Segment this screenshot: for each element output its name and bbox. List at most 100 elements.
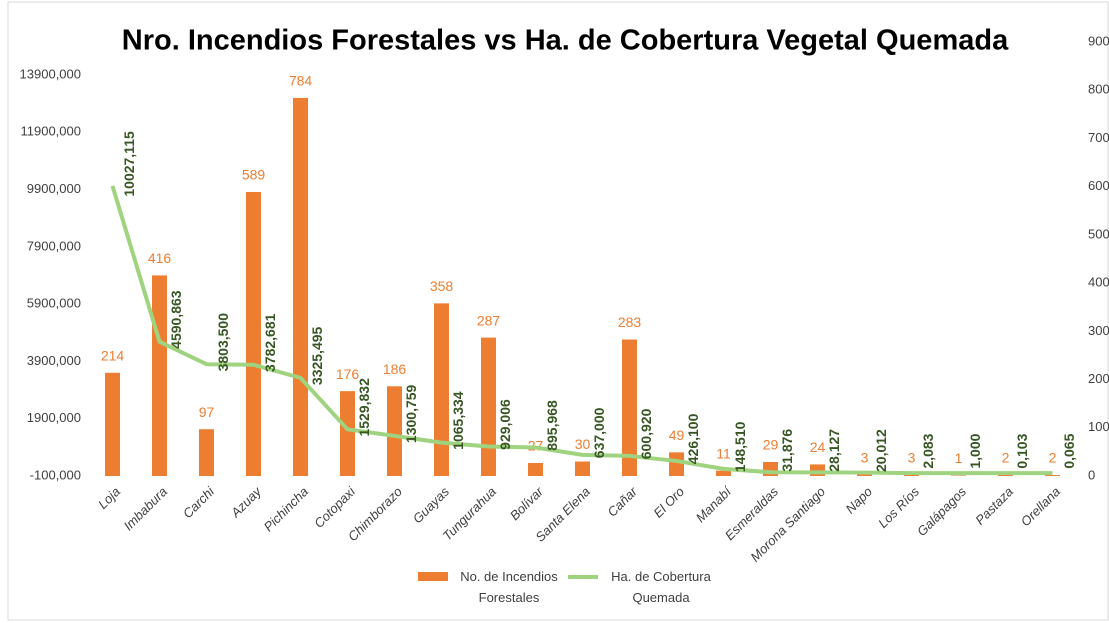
line-value-label: 31,876	[779, 429, 795, 472]
bar	[152, 275, 167, 476]
bar-value-label: 2	[1002, 450, 1010, 466]
line-value-label: 895,968	[544, 400, 560, 451]
x-tick-label: Imbabura	[121, 484, 170, 533]
bar-value-label: 186	[383, 361, 407, 377]
y2-tick-label: 100	[1088, 419, 1109, 434]
bar-value-label: 24	[810, 439, 826, 455]
y-tick-label: 11900,000	[21, 124, 82, 139]
bar-value-label: 49	[669, 427, 685, 443]
legend-label: No. de Incendios Forestales	[460, 569, 558, 605]
y2-tick-label: 0	[1088, 467, 1095, 482]
line-value-label: 1065,334	[450, 391, 466, 450]
bar	[904, 474, 919, 476]
line-value-label: 1,000	[967, 433, 983, 468]
bar	[293, 97, 308, 476]
chart-title: Nro. Incendios Forestales vs Ha. de Cobe…	[122, 25, 1009, 57]
bar	[481, 337, 496, 476]
y2-tick-label: 500	[1088, 226, 1109, 241]
y-tick-label: -100,000	[30, 467, 81, 482]
bar	[810, 464, 825, 476]
x-tick-label: Guayas	[410, 484, 453, 527]
bar-value-label: 287	[477, 312, 501, 328]
line-value-label: 10027,115	[121, 131, 137, 197]
x-tick-label: Orellana	[1018, 484, 1063, 529]
y2-tick-label: 400	[1088, 275, 1109, 290]
y2-tick-label: 200	[1088, 371, 1109, 386]
x-tick-label: Azuay	[227, 483, 265, 521]
x-tick-label: Galápagos	[914, 484, 969, 539]
y-tick-label: 5900,000	[27, 296, 81, 311]
legend-swatch	[568, 575, 598, 579]
y-tick-label: 7900,000	[27, 238, 81, 253]
bar-value-label: 283	[618, 314, 642, 330]
bar-value-label: 30	[575, 436, 591, 452]
bar	[387, 386, 402, 476]
legend-item: No. de Incendios Forestales	[418, 566, 568, 608]
x-tick-label: Loja	[95, 484, 123, 512]
y-tick-label: 13900,000	[20, 66, 81, 81]
bar-value-label: 3	[861, 449, 869, 465]
line-value-label: 1300,759	[403, 384, 419, 443]
legend-label: Ha. de Cobertura Quemada	[611, 569, 711, 605]
bar-value-label: 29	[763, 437, 779, 453]
bar-value-label: 11	[716, 445, 731, 461]
bar	[105, 372, 120, 476]
y-tick-label: 3900,000	[27, 353, 81, 368]
line-value-label: 28,127	[826, 429, 842, 472]
bar	[528, 462, 543, 476]
line-value-label: 148,510	[732, 421, 748, 472]
bar-value-label: 358	[430, 278, 454, 294]
y2-tick-label: 800	[1088, 82, 1109, 97]
line-value-label: 637,000	[591, 407, 607, 458]
x-tick-label: Pastaza	[972, 484, 1016, 528]
bar-value-label: 784	[289, 73, 313, 89]
bar	[434, 303, 449, 476]
bar-value-label: 589	[242, 167, 266, 183]
bar-value-label: 2	[1049, 450, 1057, 466]
x-tick-label: Napo	[842, 484, 875, 517]
bar-value-label: 97	[199, 404, 215, 420]
line-value-label: 1529,832	[356, 378, 372, 437]
y2-tick-label: 700	[1088, 130, 1109, 145]
line-value-label: 426,100	[685, 413, 701, 464]
bar	[622, 339, 637, 476]
bar-value-label: 214	[101, 348, 125, 364]
bar-value-label: 416	[148, 250, 172, 266]
line-value-label: 3803,500	[215, 313, 231, 372]
line	[110, 185, 1053, 476]
bar	[575, 461, 590, 476]
y-tick-label: 9900,000	[27, 181, 81, 196]
line-value-label: 2,083	[920, 433, 936, 468]
x-tick-label: Cotopaxi	[311, 483, 359, 531]
x-tick-label: Los Ríos	[875, 484, 922, 531]
x-tick-label: Manabí	[693, 483, 735, 525]
bar	[246, 191, 261, 476]
x-tick-label: Bolívar	[507, 483, 547, 523]
bar	[340, 391, 355, 476]
line-value-label: 0,065	[1061, 433, 1077, 468]
bar	[199, 429, 214, 476]
legend-item: Ha. de Cobertura Quemada	[568, 566, 720, 608]
x-tick-label: Pichincha	[261, 484, 311, 534]
line-value-label: 929,006	[497, 399, 513, 450]
bar-value-label: 176	[336, 366, 360, 382]
legend-swatch	[418, 572, 448, 581]
line-value-label: 4590,863	[168, 290, 184, 349]
line-value-label: 0,103	[1014, 433, 1030, 468]
y2-tick-label: 600	[1088, 178, 1109, 193]
bar	[1045, 475, 1060, 476]
line-value-label: 600,920	[638, 408, 654, 459]
chart-border	[7, 1, 1109, 621]
line-value-label: 20,012	[873, 429, 889, 472]
line-value-label: 3325,495	[309, 326, 325, 385]
bar-value-label: 1	[955, 450, 963, 466]
line-value-label: 3782,681	[262, 313, 278, 372]
x-tick-label: El Oro	[650, 484, 687, 521]
bar	[669, 452, 684, 476]
x-tick-label: Carchi	[180, 483, 218, 521]
y2-tick-label: 300	[1088, 323, 1109, 338]
bar-value-label: 3	[908, 449, 916, 465]
bar	[716, 470, 731, 476]
y-tick-label: 1900,000	[27, 410, 81, 425]
